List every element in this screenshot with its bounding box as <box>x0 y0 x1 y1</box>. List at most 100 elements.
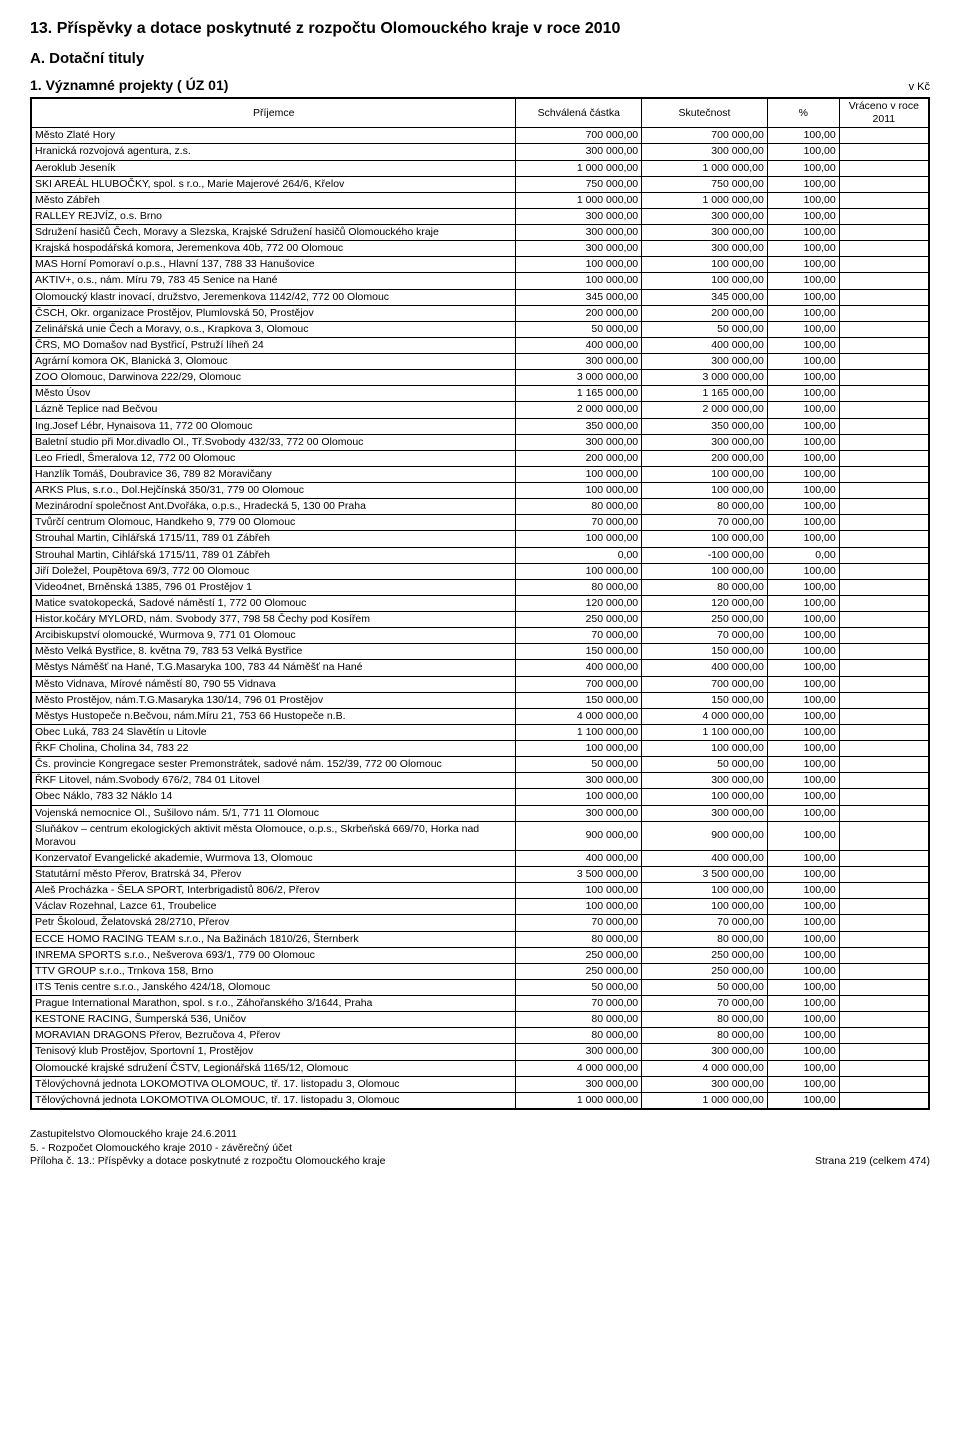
cell-returned <box>839 257 929 273</box>
cell-recipient: Tělovýchovná jednota LOKOMOTIVA OLOMOUC,… <box>31 1092 516 1109</box>
cell-actual: 900 000,00 <box>642 821 768 850</box>
cell-approved: 250 000,00 <box>516 947 642 963</box>
cell-actual: 80 000,00 <box>642 579 768 595</box>
table-row: Statutární město Přerov, Bratrská 34, Př… <box>31 867 929 883</box>
cell-approved: 3 000 000,00 <box>516 370 642 386</box>
col-recipient: Příjemce <box>31 98 516 128</box>
cell-actual: 250 000,00 <box>642 612 768 628</box>
cell-recipient: Arcibiskupství olomoucké, Wurmova 9, 771… <box>31 628 516 644</box>
cell-returned <box>839 563 929 579</box>
cell-pct: 100,00 <box>767 692 839 708</box>
cell-approved: 1 000 000,00 <box>516 160 642 176</box>
table-row: ŘKF Litovel, nám.Svobody 676/2, 784 01 L… <box>31 773 929 789</box>
cell-actual: 150 000,00 <box>642 692 768 708</box>
cell-recipient: Lázně Teplice nad Bečvou <box>31 402 516 418</box>
cell-approved: 750 000,00 <box>516 176 642 192</box>
cell-approved: 100 000,00 <box>516 789 642 805</box>
cell-returned <box>839 979 929 995</box>
table-row: Městys Hustopeče n.Bečvou, nám.Míru 21, … <box>31 708 929 724</box>
cell-pct: 100,00 <box>767 1076 839 1092</box>
cell-returned <box>839 434 929 450</box>
table-row: Lázně Teplice nad Bečvou2 000 000,002 00… <box>31 402 929 418</box>
cell-returned <box>839 805 929 821</box>
table-row: Strouhal Martin, Cihlářská 1715/11, 789 … <box>31 531 929 547</box>
cell-approved: 1 000 000,00 <box>516 192 642 208</box>
table-row: Obec Luká, 783 24 Slavětín u Litovle1 10… <box>31 724 929 740</box>
cell-recipient: Městys Hustopeče n.Bečvou, nám.Míru 21, … <box>31 708 516 724</box>
cell-approved: 70 000,00 <box>516 915 642 931</box>
table-row: AKTIV+, o.s., nám. Míru 79, 783 45 Senic… <box>31 273 929 289</box>
cell-returned <box>839 867 929 883</box>
table-row: Vojenská nemocnice Ol., Sušilovo nám. 5/… <box>31 805 929 821</box>
cell-pct: 100,00 <box>767 595 839 611</box>
cell-actual: 700 000,00 <box>642 676 768 692</box>
table-row: RALLEY REJVÍZ, o.s. Brno300 000,00300 00… <box>31 208 929 224</box>
col-returned: Vráceno v roce 2011 <box>839 98 929 128</box>
cell-actual: 3 000 000,00 <box>642 370 768 386</box>
cell-recipient: ITS Tenis centre s.r.o., Janského 424/18… <box>31 979 516 995</box>
cell-actual: 100 000,00 <box>642 789 768 805</box>
cell-recipient: ČSCH, Okr. organizace Prostějov, Plumlov… <box>31 305 516 321</box>
cell-pct: 100,00 <box>767 563 839 579</box>
cell-approved: 345 000,00 <box>516 289 642 305</box>
cell-recipient: ČRS, MO Domašov nad Bystřicí, Pstruží lí… <box>31 337 516 353</box>
table-row: Petr Školoud, Želatovská 28/2710, Přerov… <box>31 915 929 931</box>
cell-returned <box>839 644 929 660</box>
cell-returned <box>839 499 929 515</box>
cell-approved: 70 000,00 <box>516 515 642 531</box>
cell-actual: 700 000,00 <box>642 128 768 144</box>
cell-actual: 100 000,00 <box>642 563 768 579</box>
cell-approved: 100 000,00 <box>516 563 642 579</box>
cell-returned <box>839 531 929 547</box>
table-row: Obec Náklo, 783 32 Náklo 14100 000,00100… <box>31 789 929 805</box>
cell-recipient: Video4net, Brněnská 1385, 796 01 Prostěj… <box>31 579 516 595</box>
cell-actual: 300 000,00 <box>642 773 768 789</box>
table-row: Město Prostějov, nám.T.G.Masaryka 130/14… <box>31 692 929 708</box>
cell-actual: 150 000,00 <box>642 644 768 660</box>
cell-approved: 100 000,00 <box>516 483 642 499</box>
cell-returned <box>839 208 929 224</box>
cell-recipient: Sdružení hasičů Čech, Moravy a Slezska, … <box>31 225 516 241</box>
table-row: INREMA SPORTS s.r.o., Nešverova 693/1, 7… <box>31 947 929 963</box>
cell-recipient: Olomoucký klastr inovací, družstvo, Jere… <box>31 289 516 305</box>
cell-actual: 200 000,00 <box>642 305 768 321</box>
cell-returned <box>839 515 929 531</box>
cell-actual: 4 000 000,00 <box>642 1060 768 1076</box>
col-approved: Schválená částka <box>516 98 642 128</box>
cell-approved: 300 000,00 <box>516 773 642 789</box>
cell-approved: 100 000,00 <box>516 466 642 482</box>
cell-pct: 100,00 <box>767 450 839 466</box>
cell-actual: 100 000,00 <box>642 466 768 482</box>
cell-actual: 80 000,00 <box>642 931 768 947</box>
cell-recipient: INREMA SPORTS s.r.o., Nešverova 693/1, 7… <box>31 947 516 963</box>
cell-recipient: MORAVIAN DRAGONS Přerov, Bezručova 4, Př… <box>31 1028 516 1044</box>
cell-approved: 0,00 <box>516 547 642 563</box>
cell-pct: 100,00 <box>767 1044 839 1060</box>
table-row: ČSCH, Okr. organizace Prostějov, Plumlov… <box>31 305 929 321</box>
table-row: Arcibiskupství olomoucké, Wurmova 9, 771… <box>31 628 929 644</box>
cell-actual: 50 000,00 <box>642 757 768 773</box>
table-row: Sluňákov – centrum ekologických aktivit … <box>31 821 929 850</box>
table-row: ŘKF Cholina, Cholina 34, 783 22100 000,0… <box>31 741 929 757</box>
table-row: Agrární komora OK, Blanická 3, Olomouc30… <box>31 354 929 370</box>
cell-actual: 1 000 000,00 <box>642 1092 768 1109</box>
cell-pct: 100,00 <box>767 241 839 257</box>
cell-recipient: Sluňákov – centrum ekologických aktivit … <box>31 821 516 850</box>
cell-pct: 100,00 <box>767 660 839 676</box>
table-row: Město Zlaté Hory700 000,00700 000,00100,… <box>31 128 929 144</box>
cell-recipient: KESTONE RACING, Šumperská 536, Uničov <box>31 1012 516 1028</box>
cell-returned <box>839 273 929 289</box>
table-row: Mezinárodní společnost Ant.Dvořáka, o.p.… <box>31 499 929 515</box>
cell-pct: 100,00 <box>767 515 839 531</box>
cell-approved: 300 000,00 <box>516 1076 642 1092</box>
cell-actual: 4 000 000,00 <box>642 708 768 724</box>
cell-recipient: Konzervatoř Evangelické akademie, Wurmov… <box>31 850 516 866</box>
cell-recipient: ARKS Plus, s.r.o., Dol.Hejčínská 350/31,… <box>31 483 516 499</box>
cell-returned <box>839 305 929 321</box>
cell-pct: 100,00 <box>767 931 839 947</box>
cell-returned <box>839 931 929 947</box>
cell-approved: 400 000,00 <box>516 850 642 866</box>
footer-line-2: 5. - Rozpočet Olomouckého kraje 2010 - z… <box>30 1142 930 1156</box>
cell-returned <box>839 757 929 773</box>
cell-actual: 70 000,00 <box>642 628 768 644</box>
